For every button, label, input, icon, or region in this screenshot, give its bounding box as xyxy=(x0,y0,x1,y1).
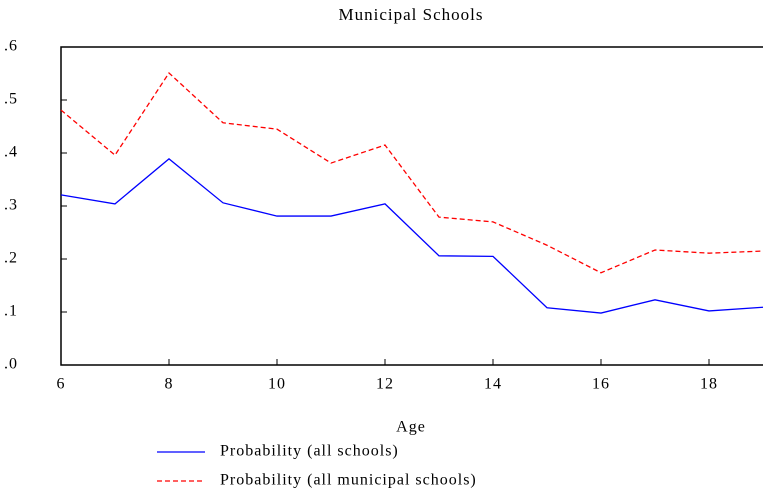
legend-label: Probability (all municipal schools) xyxy=(220,472,477,489)
legend-label: Probability (all schools) xyxy=(220,443,399,460)
series-line xyxy=(60,71,764,274)
y-tick-label: .5 xyxy=(4,91,18,108)
y-tick-label: .6 xyxy=(4,38,18,55)
x-tick-label: 10 xyxy=(268,376,286,393)
chart-title: Municipal Schools xyxy=(339,5,484,24)
y-tick-label: .4 xyxy=(4,144,18,161)
x-tick-label: 6 xyxy=(57,376,66,393)
x-tick-label: 8 xyxy=(165,376,174,393)
y-tick-label: .3 xyxy=(4,197,18,214)
series-line xyxy=(60,157,764,314)
x-tick-label: 14 xyxy=(484,376,502,393)
plot-frame xyxy=(60,46,763,366)
y-tick-label: .1 xyxy=(4,303,18,320)
y-tick-label: .2 xyxy=(4,250,18,267)
x-tick-label: 12 xyxy=(376,376,394,393)
x-tick-label: 18 xyxy=(700,376,718,393)
x-tick-label: 16 xyxy=(592,376,610,393)
x-axis-label: Age xyxy=(396,419,426,436)
y-tick-label: .0 xyxy=(4,356,18,373)
